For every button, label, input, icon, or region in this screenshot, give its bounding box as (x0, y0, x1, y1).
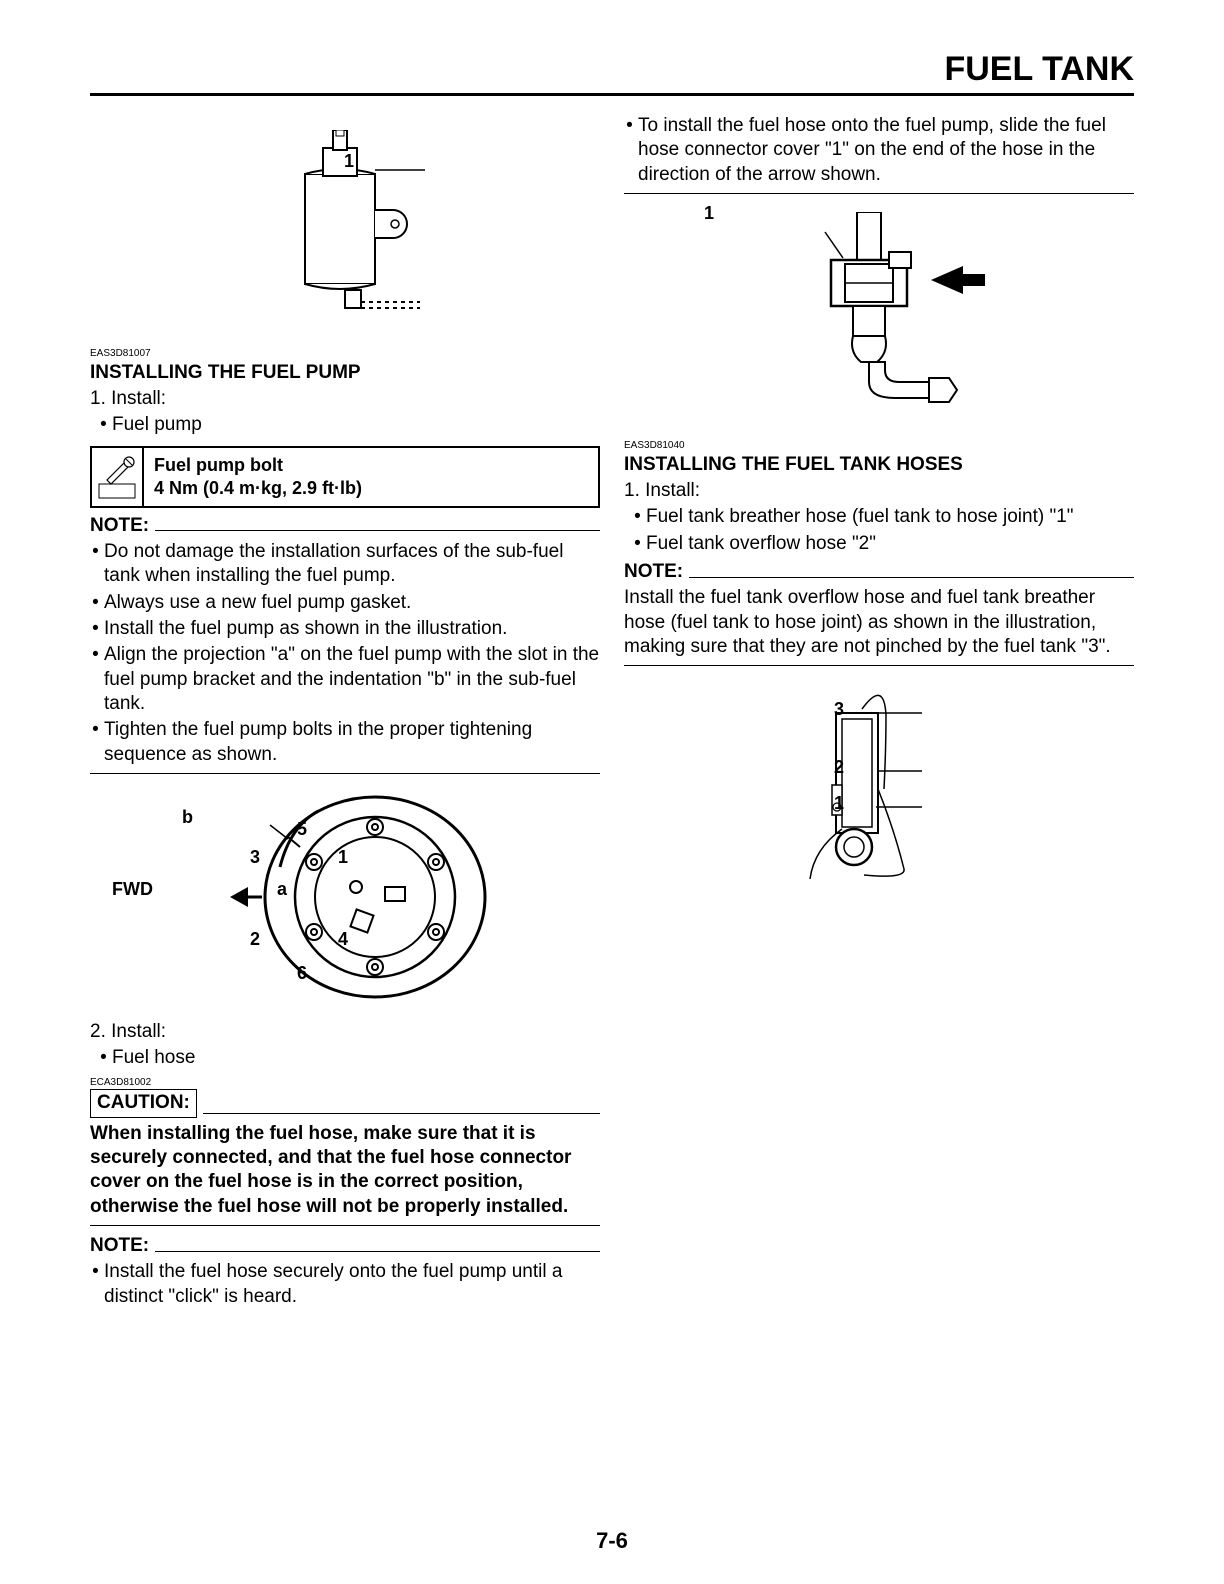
figure1-label-1: 1 (344, 150, 354, 173)
fwd-label: FWD (112, 878, 153, 901)
step1-text: Install: (111, 388, 166, 409)
figure-fuel-pump-component: 1 (90, 120, 600, 340)
caution-body: When installing the fuel hose, make sure… (90, 1122, 600, 1219)
figure-hose-connector: 1 (624, 202, 1134, 432)
note1-b1: Do not damage the installation surfaces … (104, 540, 600, 589)
heading-install-fuel-pump: INSTALLING THE FUEL PUMP (90, 361, 600, 385)
fig2-a: a (277, 878, 287, 901)
caution-rule (203, 1113, 600, 1114)
fig2-4: 4 (338, 928, 348, 951)
code-eas2: EAS3D81040 (624, 440, 1134, 453)
left-column: 1 EAS3D81007 INSTALLING THE FUEL PUMP 1.… (90, 112, 600, 1311)
code-eas1: EAS3D81007 (90, 348, 600, 361)
fig4-3: 3 (834, 698, 844, 721)
note-label-1: NOTE: (90, 514, 149, 538)
step1-num: 1. (90, 388, 106, 409)
step1-item: Fuel pump (112, 413, 600, 437)
rule-r1 (624, 193, 1134, 194)
note1-b3: Install the fuel pump as shown in the il… (104, 617, 600, 641)
figure-bolt-sequence: FWD b a 5 3 1 2 4 6 (90, 782, 600, 1012)
fig4-1: 1 (834, 792, 844, 815)
torque-line2: 4 Nm (0.4 m·kg, 2.9 ft·lb) (154, 477, 362, 500)
caution-label: CAUTION: (90, 1089, 197, 1117)
torque-spec-box: Fuel pump bolt 4 Nm (0.4 m·kg, 2.9 ft·lb… (90, 446, 600, 508)
figure-tank-hoses: 3 2 1 (624, 674, 1134, 904)
fig2-5: 5 (297, 818, 307, 841)
fig3-label-1: 1 (704, 202, 714, 225)
rstep1-text: Install: (645, 480, 700, 501)
note-rule-r (689, 577, 1134, 578)
note1-b5: Tighten the fuel pump bolts in the prope… (104, 718, 600, 767)
right-top-bullet: To install the fuel hose onto the fuel p… (638, 114, 1134, 187)
step2-item: Fuel hose (112, 1046, 600, 1070)
code-eca: ECA3D81002 (90, 1077, 600, 1090)
fig2-1: 1 (338, 846, 348, 869)
fig4-2: 2 (834, 756, 844, 779)
rstep1-num: 1. (624, 480, 640, 501)
note-label-2: NOTE: (90, 1234, 149, 1258)
torque-wrench-icon (92, 448, 144, 506)
rstep1-item2: Fuel tank overflow hose "2" (646, 532, 1134, 556)
fig2-b: b (182, 806, 193, 829)
step2-num: 2. (90, 1021, 106, 1042)
page-number: 7-6 (0, 1528, 1224, 1554)
step2-text: Install: (111, 1021, 166, 1042)
rule-after-note1 (90, 773, 600, 774)
fig2-6: 6 (297, 962, 307, 985)
fig2-3: 3 (250, 846, 260, 869)
rstep1-item1: Fuel tank breather hose (fuel tank to ho… (646, 505, 1134, 529)
note-label-r: NOTE: (624, 560, 683, 584)
heading-install-hoses: INSTALLING THE FUEL TANK HOSES (624, 453, 1134, 477)
torque-line1: Fuel pump bolt (154, 454, 362, 477)
note-rule (155, 530, 600, 531)
note-rule-2 (155, 1251, 600, 1252)
note-body-r: Install the fuel tank overflow hose and … (624, 586, 1134, 659)
header-rule (90, 93, 1134, 96)
note2-b1: Install the fuel hose securely onto the … (104, 1260, 600, 1309)
rule-after-caution (90, 1225, 600, 1226)
rule-r2 (624, 665, 1134, 666)
note1-b2: Always use a new fuel pump gasket. (104, 591, 600, 615)
page-title: FUEL TANK (90, 50, 1134, 89)
note1-b4: Align the projection "a" on the fuel pum… (104, 643, 600, 716)
fig2-2: 2 (250, 928, 260, 951)
right-column: To install the fuel hose onto the fuel p… (624, 112, 1134, 1311)
